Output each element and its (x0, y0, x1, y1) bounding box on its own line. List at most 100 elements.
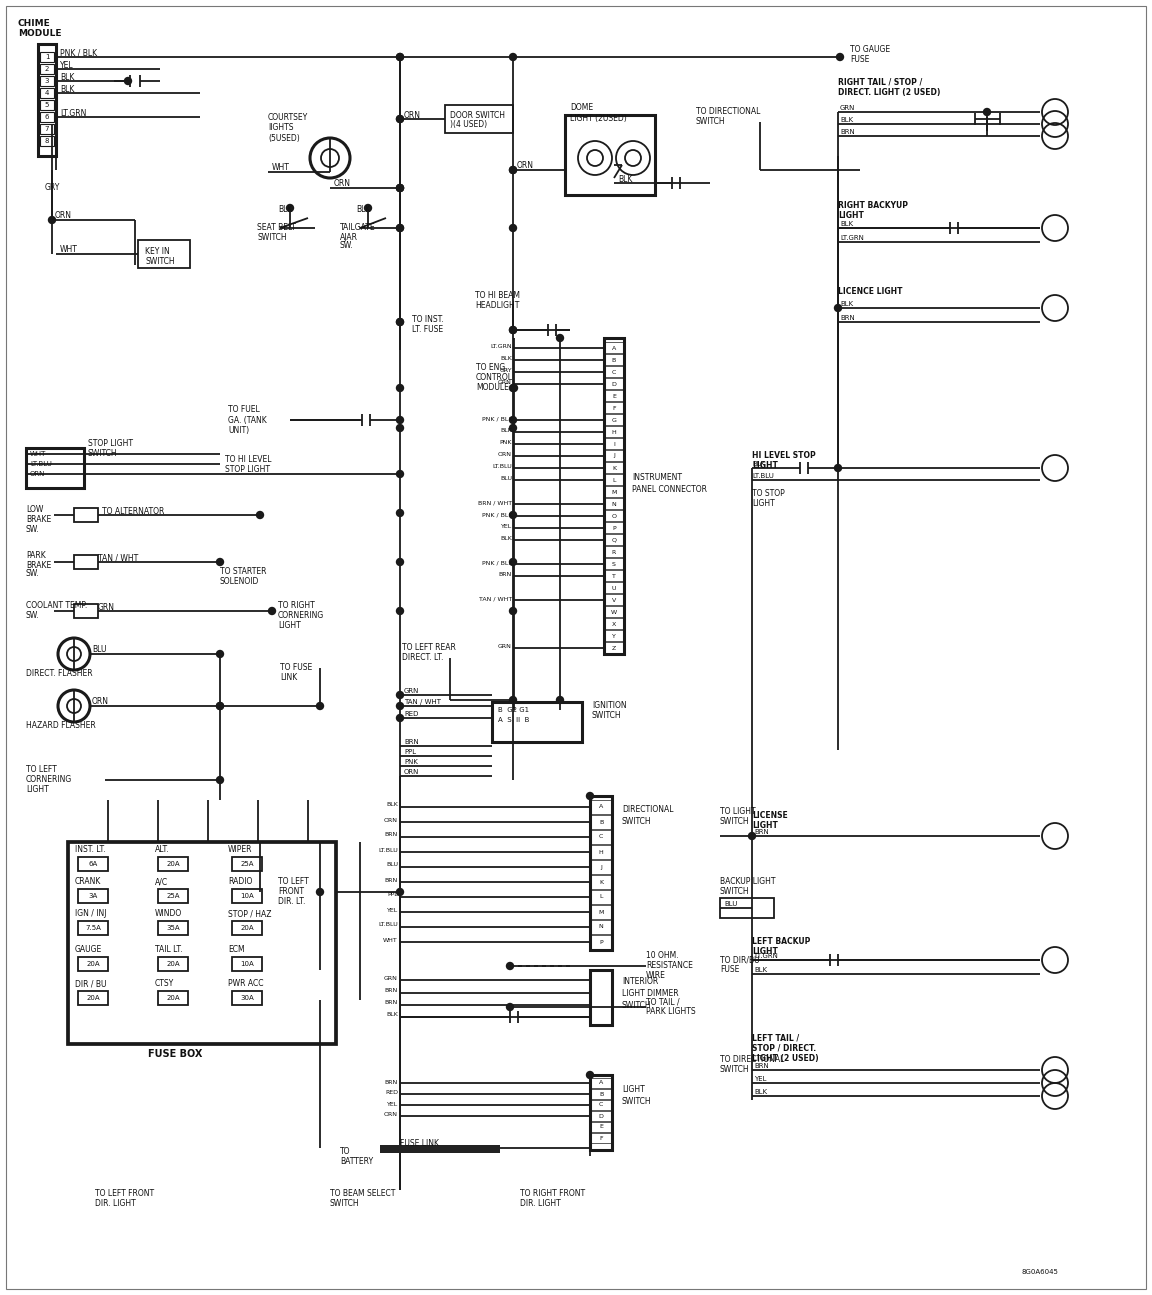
Text: BRN: BRN (755, 1063, 768, 1068)
Text: FUSE LINK: FUSE LINK (400, 1138, 439, 1147)
Text: Z: Z (612, 645, 616, 650)
Text: BRN: BRN (385, 1001, 397, 1005)
Text: ORN: ORN (30, 471, 45, 477)
Text: FUSE: FUSE (720, 966, 740, 975)
Text: ORN: ORN (517, 162, 535, 171)
Text: U: U (612, 585, 616, 591)
Text: A: A (599, 1080, 604, 1085)
Text: 7: 7 (45, 126, 50, 132)
Text: LT.GRN: LT.GRN (60, 109, 86, 118)
Circle shape (834, 304, 841, 312)
Text: DOOR SWITCH: DOOR SWITCH (450, 110, 505, 119)
Text: K: K (599, 879, 602, 884)
Circle shape (124, 78, 131, 84)
Bar (40, 88, 54, 98)
Text: TAN / WHT: TAN / WHT (479, 597, 511, 601)
Text: LT.BLU: LT.BLU (378, 922, 397, 927)
Text: LIGHT: LIGHT (752, 821, 778, 830)
Text: ORN: ORN (404, 110, 420, 119)
Text: BRN / WHT: BRN / WHT (478, 500, 511, 505)
Text: TO DIR/BU: TO DIR/BU (720, 956, 759, 965)
Text: 4: 4 (45, 89, 50, 96)
Text: TO DIRECTIONAL: TO DIRECTIONAL (720, 1055, 785, 1064)
Text: A: A (599, 804, 604, 809)
Circle shape (509, 425, 516, 431)
Text: BLK: BLK (500, 429, 511, 434)
Text: DIR. LIGHT: DIR. LIGHT (94, 1199, 136, 1208)
Text: C: C (599, 834, 604, 839)
Text: GRY: GRY (45, 184, 60, 193)
Bar (604, 338, 624, 654)
Text: SWITCH: SWITCH (592, 711, 622, 720)
Text: SWITCH: SWITCH (257, 233, 287, 242)
Text: SW.: SW. (26, 611, 40, 620)
Text: SOLENOID: SOLENOID (220, 578, 259, 587)
Text: TAILGATE: TAILGATE (340, 224, 376, 233)
Circle shape (509, 167, 516, 174)
Bar (78, 888, 108, 903)
Text: E: E (612, 394, 616, 399)
Text: PNK / BLK: PNK / BLK (482, 417, 511, 421)
Text: 10A: 10A (240, 894, 253, 899)
Text: SWITCH: SWITCH (720, 817, 750, 826)
Text: PNK: PNK (404, 759, 418, 765)
Text: C: C (599, 1102, 604, 1107)
Bar (590, 1075, 612, 1150)
Text: TO TAIL /: TO TAIL / (646, 997, 680, 1006)
Text: TO INST.: TO INST. (412, 316, 444, 325)
Text: RESISTANCE: RESISTANCE (646, 961, 692, 970)
Text: K: K (612, 465, 616, 470)
Bar (720, 897, 774, 918)
Bar (492, 702, 582, 742)
Text: TO BEAM SELECT: TO BEAM SELECT (329, 1190, 395, 1198)
Circle shape (396, 470, 403, 478)
Text: ORN: ORN (498, 452, 511, 457)
Text: 25A: 25A (241, 861, 253, 866)
Bar (605, 390, 623, 401)
Text: GRY: GRY (499, 369, 511, 373)
Bar (605, 378, 623, 388)
Text: TO LEFT: TO LEFT (26, 765, 56, 774)
Bar (590, 970, 612, 1026)
Bar (591, 830, 611, 844)
Bar (591, 1099, 611, 1110)
Bar (138, 240, 190, 268)
Bar (40, 76, 54, 85)
Text: V: V (612, 597, 616, 602)
Text: SW.: SW. (26, 526, 40, 535)
Text: BLK: BLK (840, 117, 854, 123)
Text: GRN: GRN (98, 602, 115, 611)
Text: I: I (613, 442, 615, 447)
Text: YEL: YEL (387, 1102, 397, 1106)
Text: RIGHT BACKYUP: RIGHT BACKYUP (838, 201, 908, 210)
Text: BRN: BRN (385, 833, 397, 838)
Circle shape (586, 793, 593, 799)
Text: SW.: SW. (26, 570, 40, 579)
Bar (605, 629, 623, 641)
Bar (591, 1121, 611, 1132)
Text: G: G (612, 417, 616, 422)
Text: STOP LIGHT: STOP LIGHT (225, 465, 270, 474)
Text: BRN: BRN (499, 572, 511, 578)
Text: SWITCH: SWITCH (622, 1097, 652, 1106)
Circle shape (217, 650, 223, 658)
Bar (78, 957, 108, 971)
Bar (158, 921, 188, 935)
Text: GRN: GRN (498, 381, 511, 386)
Bar (74, 508, 98, 522)
Text: TAIL LT.: TAIL LT. (156, 945, 182, 954)
Circle shape (509, 385, 516, 391)
Bar (158, 857, 188, 872)
Bar (591, 1089, 611, 1099)
Text: ORN: ORN (404, 769, 419, 774)
Text: 6: 6 (45, 114, 50, 120)
Text: TO RIGHT: TO RIGHT (278, 601, 314, 610)
Text: HEADLIGHT: HEADLIGHT (475, 300, 520, 310)
Bar (605, 414, 623, 425)
Text: DIRECT. LIGHT (2 USED): DIRECT. LIGHT (2 USED) (838, 88, 940, 97)
Text: LT.BLU: LT.BLU (492, 465, 511, 470)
Text: BLK: BLK (500, 536, 511, 541)
Text: PWR ACC: PWR ACC (228, 979, 264, 988)
Bar (605, 570, 623, 581)
Text: BLU: BLU (92, 645, 106, 654)
